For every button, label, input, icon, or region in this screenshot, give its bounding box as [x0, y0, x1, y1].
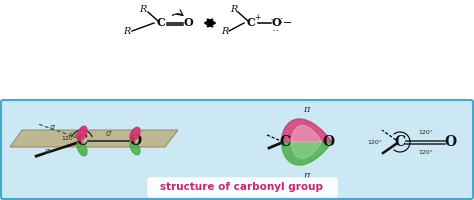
Text: R: R — [230, 5, 237, 15]
Text: C: C — [394, 135, 406, 149]
Polygon shape — [10, 130, 178, 147]
Polygon shape — [282, 142, 331, 165]
Polygon shape — [292, 142, 321, 158]
FancyBboxPatch shape — [1, 100, 473, 199]
Polygon shape — [77, 141, 87, 156]
Text: π: π — [303, 104, 310, 114]
Text: π: π — [303, 170, 310, 180]
Text: 120°: 120° — [418, 130, 433, 134]
Text: C: C — [156, 18, 165, 28]
Text: σ: σ — [50, 123, 55, 132]
Polygon shape — [130, 127, 140, 141]
FancyBboxPatch shape — [148, 178, 337, 197]
Polygon shape — [130, 141, 140, 155]
Text: C: C — [76, 134, 88, 148]
Text: ///σ: ///σ — [69, 132, 79, 136]
Text: σ: σ — [105, 129, 110, 138]
Text: C: C — [246, 18, 255, 28]
Text: R: R — [123, 27, 131, 36]
Text: 120°: 120° — [62, 136, 76, 142]
Text: ..: .. — [272, 26, 280, 32]
Text: O: O — [271, 18, 281, 28]
Polygon shape — [77, 126, 87, 141]
Polygon shape — [292, 126, 321, 142]
Text: σ: σ — [45, 148, 49, 156]
Text: 120°: 120° — [367, 140, 382, 144]
Text: structure of carbonyl group: structure of carbonyl group — [161, 182, 323, 192]
Text: O: O — [129, 134, 141, 148]
Text: O: O — [444, 135, 456, 149]
Text: −: − — [283, 18, 292, 28]
Text: :: : — [281, 15, 283, 25]
Text: O: O — [183, 18, 193, 28]
Text: ..: .. — [270, 15, 278, 21]
Text: 120°: 120° — [418, 150, 433, 154]
Text: O: O — [322, 135, 334, 149]
Text: R: R — [139, 5, 146, 15]
Text: +: + — [254, 14, 260, 22]
Text: C: C — [280, 135, 291, 149]
Text: R: R — [221, 27, 228, 36]
Polygon shape — [282, 119, 331, 142]
